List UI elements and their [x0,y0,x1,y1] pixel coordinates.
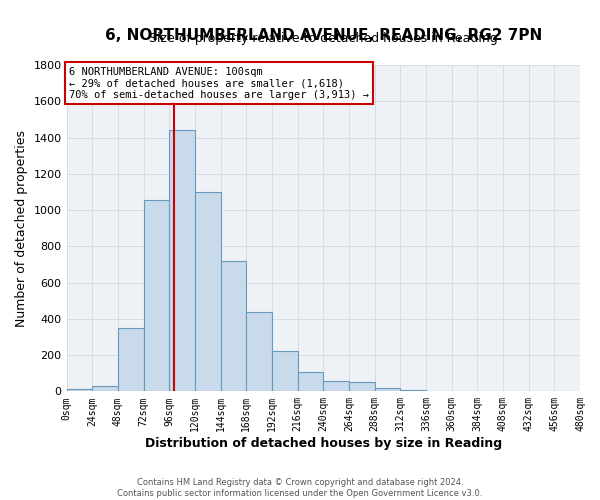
Bar [246,312,272,392]
Bar [195,192,221,392]
Bar [67,388,92,392]
Text: Size of property relative to detached houses in Reading: Size of property relative to detached ho… [149,32,497,46]
Bar [400,390,426,392]
Text: 6 NORTHUMBERLAND AVENUE: 100sqm
← 29% of detached houses are smaller (1,618)
70%: 6 NORTHUMBERLAND AVENUE: 100sqm ← 29% of… [69,66,369,100]
Bar [169,130,195,392]
Bar [374,388,400,392]
Bar [323,382,349,392]
X-axis label: Distribution of detached houses by size in Reading: Distribution of detached houses by size … [145,437,502,450]
Bar [92,386,118,392]
Bar [272,352,298,392]
Bar [143,200,169,392]
Title: 6, NORTHUMBERLAND AVENUE, READING, RG2 7PN: 6, NORTHUMBERLAND AVENUE, READING, RG2 7… [104,28,542,43]
Bar [118,328,143,392]
Y-axis label: Number of detached properties: Number of detached properties [15,130,28,326]
Bar [221,261,246,392]
Text: Contains HM Land Registry data © Crown copyright and database right 2024.
Contai: Contains HM Land Registry data © Crown c… [118,478,482,498]
Bar [349,382,374,392]
Bar [298,372,323,392]
